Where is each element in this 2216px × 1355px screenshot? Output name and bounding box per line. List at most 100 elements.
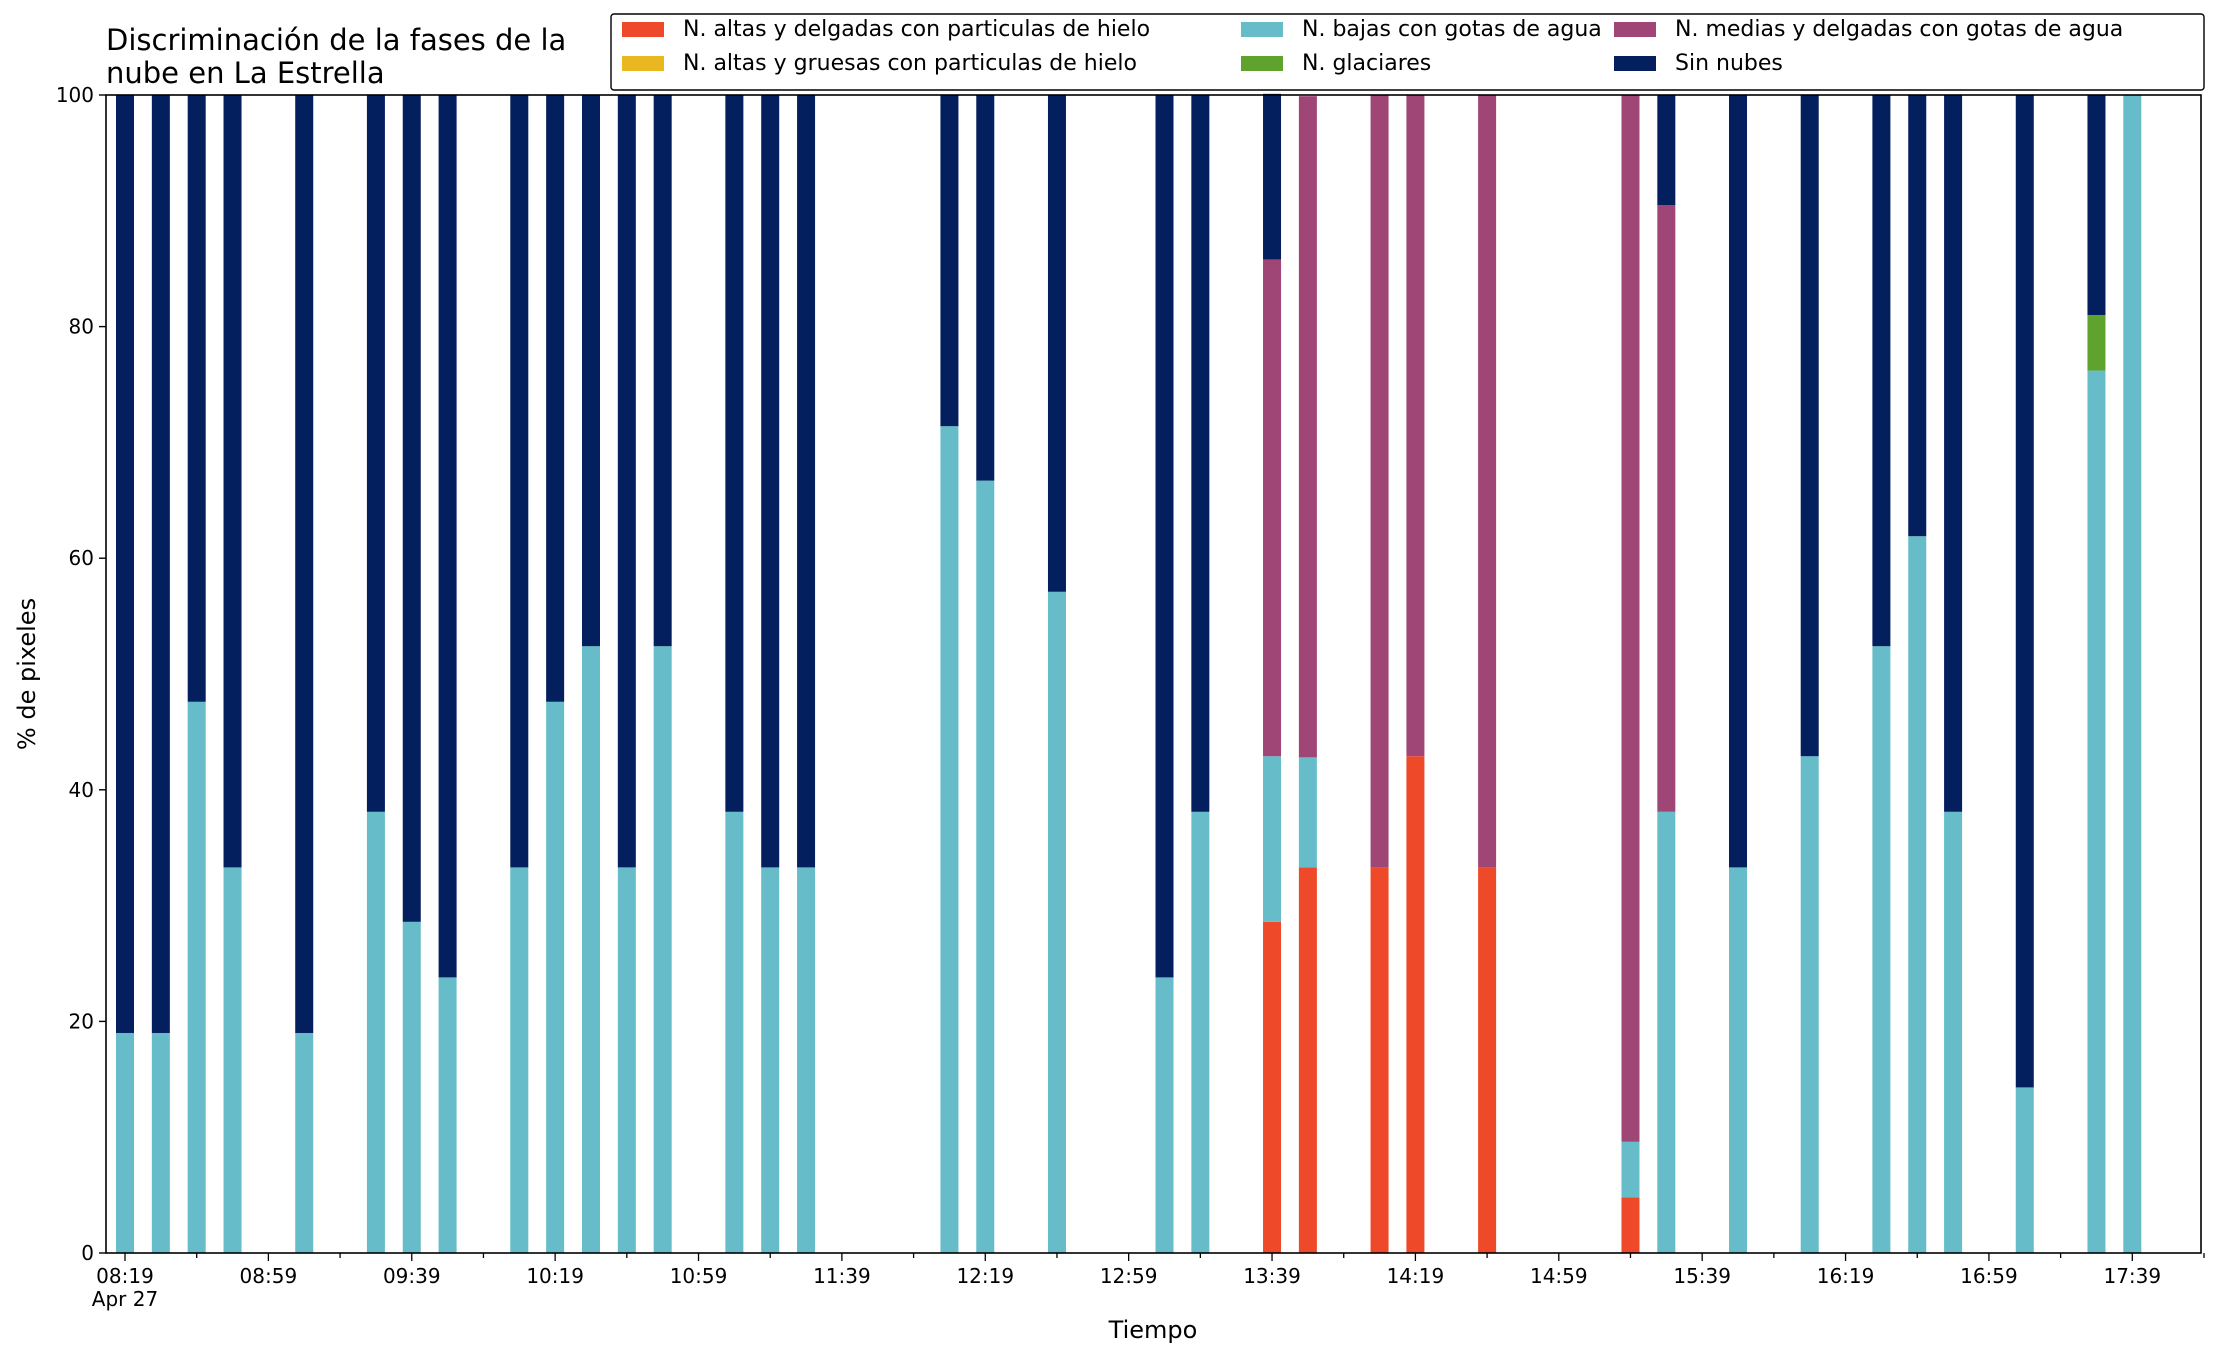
bar-segment-1349-2 — [1298, 757, 1317, 868]
legend-entry: Sin nubes — [1614, 51, 1783, 76]
bar-segment-1019-5 — [546, 95, 565, 702]
bar-1239 — [1047, 95, 1066, 1253]
bar-segment-0829-2 — [151, 1032, 170, 1253]
bar-segment-1529-2 — [1657, 811, 1676, 1253]
bar-0929 — [366, 95, 385, 1253]
bar-segment-0839-2 — [187, 701, 206, 1253]
legend-label: N. bajas con gotas de agua — [1302, 17, 1602, 42]
legend-entry: N. bajas con gotas de agua — [1241, 17, 1602, 42]
legend-swatch — [1614, 22, 1656, 37]
bar-segment-1519-0 — [1621, 1197, 1640, 1253]
bar-segment-1549-2 — [1729, 867, 1748, 1253]
bar-0849 — [223, 95, 242, 1253]
x-tick-label: 14:59 — [1530, 1264, 1588, 1288]
y-tick-label: 100 — [56, 83, 94, 107]
bar-1729 — [2087, 95, 2106, 1254]
bar-1109 — [725, 95, 744, 1253]
bar-segment-1039-5 — [617, 95, 636, 868]
y-tick-label: 60 — [69, 546, 94, 570]
legend-label: N. glaciares — [1302, 51, 1431, 76]
legend-entry: N. glaciares — [1241, 51, 1431, 76]
bar-segment-1709-2 — [2015, 1087, 2034, 1253]
bar-1409 — [1370, 95, 1389, 1253]
bar-segment-1349-0 — [1298, 867, 1317, 1253]
bar-1739 — [2123, 95, 2142, 1253]
bar-segment-1129-2 — [797, 867, 816, 1253]
bar-segment-0849-5 — [223, 95, 242, 868]
bar-1019 — [546, 95, 565, 1253]
bar-segment-1549-5 — [1729, 95, 1748, 868]
bar-segment-1119-2 — [761, 867, 780, 1253]
legend-swatch — [1241, 22, 1283, 37]
bar-segment-1029-2 — [581, 646, 600, 1253]
bar-1649 — [1944, 95, 1963, 1253]
bar-0819 — [116, 95, 135, 1253]
x-tick-label: 12:59 — [1100, 1264, 1158, 1288]
bar-segment-1419-0 — [1406, 756, 1425, 1253]
legend-swatch — [622, 22, 664, 37]
bar-segment-1219-5 — [976, 95, 995, 481]
bar-1629 — [1872, 95, 1891, 1253]
bar-1419 — [1406, 95, 1425, 1253]
x-tick-label: 15:39 — [1673, 1264, 1731, 1288]
bar-segment-1439-4 — [1478, 95, 1497, 868]
bar-segment-1609-5 — [1800, 95, 1819, 757]
x-tick-label: 16:19 — [1817, 1264, 1875, 1288]
x-tick-label: 09:39 — [383, 1264, 441, 1288]
bar-segment-0949-2 — [438, 977, 457, 1253]
y-axis: 0 20 40 60 80 100 — [56, 83, 106, 1265]
y-axis-label: % de pixeles — [13, 598, 41, 750]
x-tick-label: 08:19 — [96, 1264, 154, 1288]
bar-segment-1209-2 — [940, 426, 959, 1253]
chart-title: Discriminación de la fases de la nube en… — [106, 23, 566, 90]
x-tick-label: 10:59 — [670, 1264, 728, 1288]
x-tick-sublabel: Apr 27 — [92, 1287, 158, 1311]
bar-segment-0939-5 — [402, 95, 421, 922]
bar-1009 — [510, 95, 529, 1253]
legend-label: N. altas y gruesas con particulas de hie… — [683, 51, 1137, 76]
bar-segment-1349-4 — [1298, 96, 1317, 758]
plot-frame — [105, 94, 2202, 1254]
x-tick-label: 12:19 — [956, 1264, 1014, 1288]
bar-0839 — [187, 95, 206, 1253]
legend-frame — [610, 13, 2205, 91]
bar-segment-1339-0 — [1263, 921, 1282, 1253]
bar-segment-1239-5 — [1047, 95, 1066, 592]
bar-segment-1519-2 — [1621, 1141, 1640, 1198]
bar-0909 — [295, 95, 314, 1253]
bar-1639 — [1908, 95, 1927, 1253]
bar-1119 — [761, 95, 780, 1253]
bar-segment-1609-2 — [1800, 756, 1819, 1253]
bar-1049 — [653, 95, 672, 1253]
bar-segment-1049-2 — [653, 646, 672, 1253]
bar-1129 — [797, 95, 816, 1253]
y-tick-label: 20 — [69, 1009, 94, 1033]
bar-segment-1319-2 — [1191, 811, 1210, 1253]
bar-segment-0949-5 — [438, 95, 457, 978]
bar-segment-1239-2 — [1047, 591, 1066, 1253]
bar-segment-1529-5 — [1657, 95, 1676, 206]
chart-title-line-2: nube en La Estrella — [106, 56, 385, 90]
bar-1309 — [1155, 95, 1174, 1253]
legend-swatch — [1241, 56, 1283, 71]
bar-segment-1639-2 — [1908, 536, 1927, 1253]
chart-title-line-1: Discriminación de la fases de la — [106, 23, 566, 57]
bar-segment-0849-2 — [223, 867, 242, 1253]
bar-segment-1119-5 — [761, 95, 780, 868]
x-tick-label: 14:19 — [1387, 1264, 1445, 1288]
legend-swatch — [622, 56, 664, 71]
bar-segment-1629-2 — [1872, 646, 1891, 1253]
x-tick-label: 16:59 — [1960, 1264, 2018, 1288]
bar-segment-1339-2 — [1263, 756, 1282, 922]
bar-segment-1219-2 — [976, 480, 995, 1253]
bar-segment-1339-4 — [1263, 259, 1282, 757]
bar-1549 — [1729, 95, 1748, 1253]
x-tick-label: 10:19 — [526, 1264, 584, 1288]
legend-label: Sin nubes — [1675, 51, 1783, 76]
bar-segment-1309-5 — [1155, 95, 1174, 978]
bar-segment-1009-5 — [510, 95, 529, 868]
legend-swatch — [1614, 56, 1656, 71]
legend-entry: N. altas y gruesas con particulas de hie… — [622, 51, 1137, 76]
bar-1519 — [1621, 95, 1640, 1253]
bar-1209 — [940, 95, 959, 1253]
